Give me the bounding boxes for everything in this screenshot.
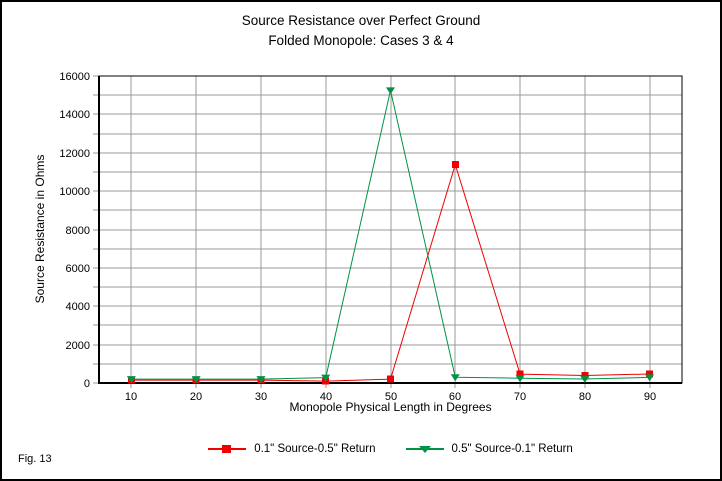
svg-text:50: 50 xyxy=(385,391,397,403)
svg-text:70: 70 xyxy=(514,391,526,403)
svg-text:2000: 2000 xyxy=(66,340,90,352)
legend-item-series-0: 0.1" Source-0.5" Return xyxy=(208,443,376,455)
svg-text:30: 30 xyxy=(255,391,267,403)
svg-text:0: 0 xyxy=(84,378,90,390)
svg-text:60: 60 xyxy=(449,391,461,403)
svg-text:90: 90 xyxy=(644,391,656,403)
legend-triangle-marker-sample xyxy=(405,444,444,454)
legend-label-series-1: 0.5" Source-0.1" Return xyxy=(451,443,573,455)
x-axis-title: Monopole Physical Length in Degrees xyxy=(289,400,492,414)
svg-text:14000: 14000 xyxy=(59,109,90,121)
legend-square-marker-sample xyxy=(208,444,247,454)
chart-title-line1: Source Resistance over Perfect Ground xyxy=(241,13,481,28)
legend-label-series-0: 0.1" Source-0.5" Return xyxy=(254,443,376,455)
figure-number-label: Fig. 13 xyxy=(18,453,52,465)
svg-text:6000: 6000 xyxy=(66,263,90,275)
svg-text:10: 10 xyxy=(125,391,137,403)
chart-title: Source Resistance over Perfect Ground Fo… xyxy=(2,11,720,51)
svg-text:16000: 16000 xyxy=(59,71,90,83)
legend-item-series-1: 0.5" Source-0.1" Return xyxy=(405,443,573,455)
svg-text:20: 20 xyxy=(190,391,202,403)
svg-text:4000: 4000 xyxy=(66,301,90,313)
y-axis-title: Source Resistance in Ohms xyxy=(33,154,47,304)
svg-text:10000: 10000 xyxy=(59,186,90,198)
chart-legend: 0.1" Source-0.5" Return 0.5" Source-0.1"… xyxy=(99,443,682,455)
svg-text:12000: 12000 xyxy=(59,148,90,160)
chart-title-line2: Folded Monopole: Cases 3 & 4 xyxy=(268,33,454,48)
svg-text:40: 40 xyxy=(320,391,332,403)
svg-text:8000: 8000 xyxy=(66,225,90,237)
svg-text:80: 80 xyxy=(579,391,591,403)
